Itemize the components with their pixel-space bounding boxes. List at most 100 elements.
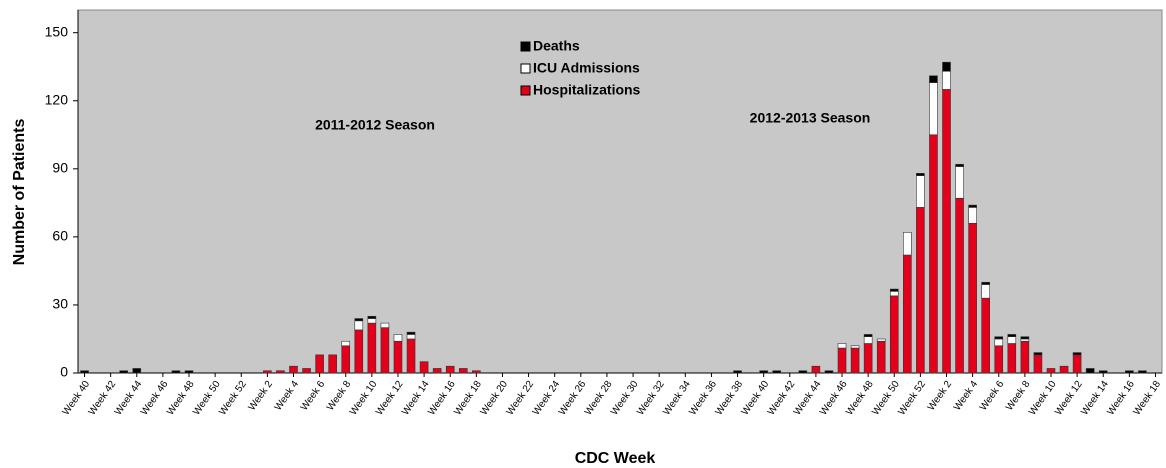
bar-segment [824,370,834,374]
bar-segment [132,368,142,374]
x-axis-title: CDC Week [575,450,656,467]
bar-segment [811,365,821,374]
bar-segment [367,318,377,324]
x-tick-label: Week 6 [978,379,1007,413]
bar-segment [1125,370,1134,374]
bar-segment [994,338,1004,347]
bar-segment [445,365,455,374]
x-tick-label: Week 18 [1132,379,1164,418]
bar-segment [1007,334,1017,337]
bar-segment [367,322,377,374]
annotation: 2011-2012 Season [315,117,435,133]
x-tick-label: Week 6 [299,379,328,413]
bar-segment [929,134,938,374]
bar-segment [184,370,194,374]
bar-segment [1059,365,1069,374]
legend-swatch [520,41,531,52]
bar-segment [889,295,899,374]
bar-segment [942,89,951,374]
bar-segment [406,334,416,340]
bar-segment [1020,336,1030,340]
bar-segment [876,340,886,374]
bar-segment [354,318,364,322]
bar-segment [955,163,964,167]
bar-segment [903,254,912,374]
bar-segment [458,368,468,374]
legend-swatch [520,85,531,96]
bar-segment [772,370,782,374]
bar-segment [302,368,311,374]
x-tick-label: Week 4 [952,379,981,413]
bar-segment [876,338,886,342]
bar-segment [889,291,899,297]
x-tick-label: Week 2 [926,379,955,413]
bar-segment [863,343,873,374]
bar-segment [759,370,768,374]
legend-swatch [520,63,531,74]
bar-segment [994,336,1004,340]
bar-segment [863,336,873,344]
bar-segment [968,204,977,208]
bar-segment [929,82,938,136]
bar-segment [889,288,899,292]
bar-segment [942,61,951,72]
bar-segment [850,345,860,349]
bar-segment [406,331,416,335]
bar-segment [1138,370,1147,374]
bar-segment [1085,368,1095,374]
bar-segment [341,345,351,374]
bar-segment [1098,370,1108,374]
bar-segment [1046,368,1056,374]
bar-segment [341,340,351,347]
bar-segment [733,370,742,374]
y-tick-label: 60 [52,228,68,244]
bar-segment [1020,340,1030,374]
bar-segment [393,334,403,342]
bar-segment [80,370,89,374]
bar-segment [837,343,847,349]
bar-segment [419,361,429,374]
x-tick-label: Week 4 [273,379,302,413]
bar-segment [955,166,964,199]
bar-segment [276,370,285,374]
x-tick-label: Week 52 [896,379,928,418]
x-tick-label: Week 2 [247,379,276,413]
bar-segment [1007,336,1017,344]
bar-segment [929,75,938,83]
y-tick-label: 30 [52,296,68,312]
y-axis-title: Number of Patients [11,119,28,266]
bar-segment [837,347,847,374]
bar-segment [1007,343,1017,374]
bar-segment [393,340,403,374]
bar-segment [472,370,481,374]
bar-segment [994,345,1004,374]
bar-segment [916,175,925,208]
bar-segment [1020,338,1030,342]
bar-segment [406,338,416,374]
legend-label: Deaths [533,38,580,54]
bar-segment [380,327,390,374]
bar-segment [1033,354,1043,374]
bar-segment [955,198,964,374]
bar-segment [119,370,129,374]
bar-segment [289,365,298,374]
bar-segment [850,347,860,374]
bar-segment [916,207,925,374]
bar-segment [863,334,873,337]
bar-segment [981,281,990,285]
bar-segment [315,354,324,374]
bar-segment [968,222,977,374]
bar-segment [354,320,364,331]
bar-segment [354,329,364,374]
plot-area [77,9,1163,374]
legend-label: Hospitalizations [533,82,641,98]
x-tick-label: Week 52 [217,379,249,418]
bar-segment [1072,352,1082,356]
bar-segment [432,368,442,374]
y-tick-label: 90 [52,160,68,176]
bar-segment [968,207,977,224]
legend-label: ICU Admissions [533,60,640,76]
bar-segment [981,284,990,299]
bar-segment [798,370,808,374]
bar-segment [903,232,912,256]
